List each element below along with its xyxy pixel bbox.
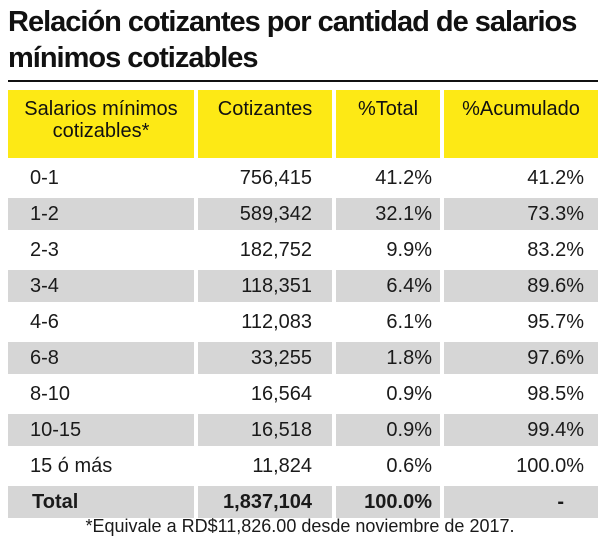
header-cotizantes: Cotizantes	[198, 90, 336, 158]
cell-cotizantes: 589,342	[198, 194, 336, 230]
cell-total: 0.9%	[336, 374, 444, 410]
table-row: 8-10 16,564 0.9% 98.5%	[8, 374, 598, 410]
cell-total: 9.9%	[336, 230, 444, 266]
cell-range: 8-10	[8, 374, 198, 410]
cell-cotizantes: 33,255	[198, 338, 336, 374]
table-row: 3-4 118,351 6.4% 89.6%	[8, 266, 598, 302]
footnote: *Equivale a RD$11,826.00 desde noviembre…	[85, 516, 515, 536]
cell-total: 0.6%	[336, 446, 444, 482]
header-salarios: Salarios mínimos cotizables*	[8, 90, 198, 158]
cell-acumulado: 95.7%	[444, 302, 598, 338]
cell-cotizantes: 756,415	[198, 158, 336, 194]
cell-cotizantes: 118,351	[198, 266, 336, 302]
table-row: 10-15 16,518 0.9% 99.4%	[8, 410, 598, 446]
cell-total: 6.1%	[336, 302, 444, 338]
table-row: 1-2 589,342 32.1% 73.3%	[8, 194, 598, 230]
table-row: 6-8 33,255 1.8% 97.6%	[8, 338, 598, 374]
cell-acumulado: 98.5%	[444, 374, 598, 410]
cell-total: 1.8%	[336, 338, 444, 374]
cell-total: 32.1%	[336, 194, 444, 230]
cell-acumulado: 89.6%	[444, 266, 598, 302]
cell-range: 2-3	[8, 230, 198, 266]
data-table: Salarios mínimos cotizables* Cotizantes …	[8, 90, 598, 518]
page-title: Relación cotizantes por cantidad de sala…	[8, 6, 577, 74]
cell-range: 15 ó más	[8, 446, 198, 482]
total-cotizantes: 1,837,104	[198, 482, 336, 518]
header-acumulado: %Acumulado	[444, 90, 598, 158]
total-acumulado: -	[444, 482, 598, 518]
cell-acumulado: 99.4%	[444, 410, 598, 446]
total-row: Total 1,837,104 100.0% -	[8, 482, 598, 518]
table-row: 4-6 112,083 6.1% 95.7%	[8, 302, 598, 338]
cell-range: 6-8	[8, 338, 198, 374]
table-row: 0-1 756,415 41.2% 41.2%	[8, 158, 598, 194]
total-percent: 100.0%	[336, 482, 444, 518]
cell-acumulado: 97.6%	[444, 338, 598, 374]
cell-cotizantes: 16,518	[198, 410, 336, 446]
cell-range: 3-4	[8, 266, 198, 302]
cell-range: 1-2	[8, 194, 198, 230]
cell-acumulado: 100.0%	[444, 446, 598, 482]
cell-range: 0-1	[8, 158, 198, 194]
table-row: 2-3 182,752 9.9% 83.2%	[8, 230, 598, 266]
title-divider	[8, 80, 598, 82]
cell-acumulado: 41.2%	[444, 158, 598, 194]
cell-range: 4-6	[8, 302, 198, 338]
cell-total: 6.4%	[336, 266, 444, 302]
cell-cotizantes: 11,824	[198, 446, 336, 482]
cell-cotizantes: 16,564	[198, 374, 336, 410]
table-body: 0-1 756,415 41.2% 41.2% 1-2 589,342 32.1…	[8, 158, 598, 518]
cell-acumulado: 73.3%	[444, 194, 598, 230]
table-header: Salarios mínimos cotizables* Cotizantes …	[8, 90, 598, 158]
table-row: 15 ó más 11,824 0.6% 100.0%	[8, 446, 598, 482]
total-label: Total	[8, 482, 198, 518]
cell-acumulado: 83.2%	[444, 230, 598, 266]
cell-total: 0.9%	[336, 410, 444, 446]
cell-range: 10-15	[8, 410, 198, 446]
cell-cotizantes: 182,752	[198, 230, 336, 266]
cell-total: 41.2%	[336, 158, 444, 194]
cell-cotizantes: 112,083	[198, 302, 336, 338]
header-total: %Total	[336, 90, 444, 158]
